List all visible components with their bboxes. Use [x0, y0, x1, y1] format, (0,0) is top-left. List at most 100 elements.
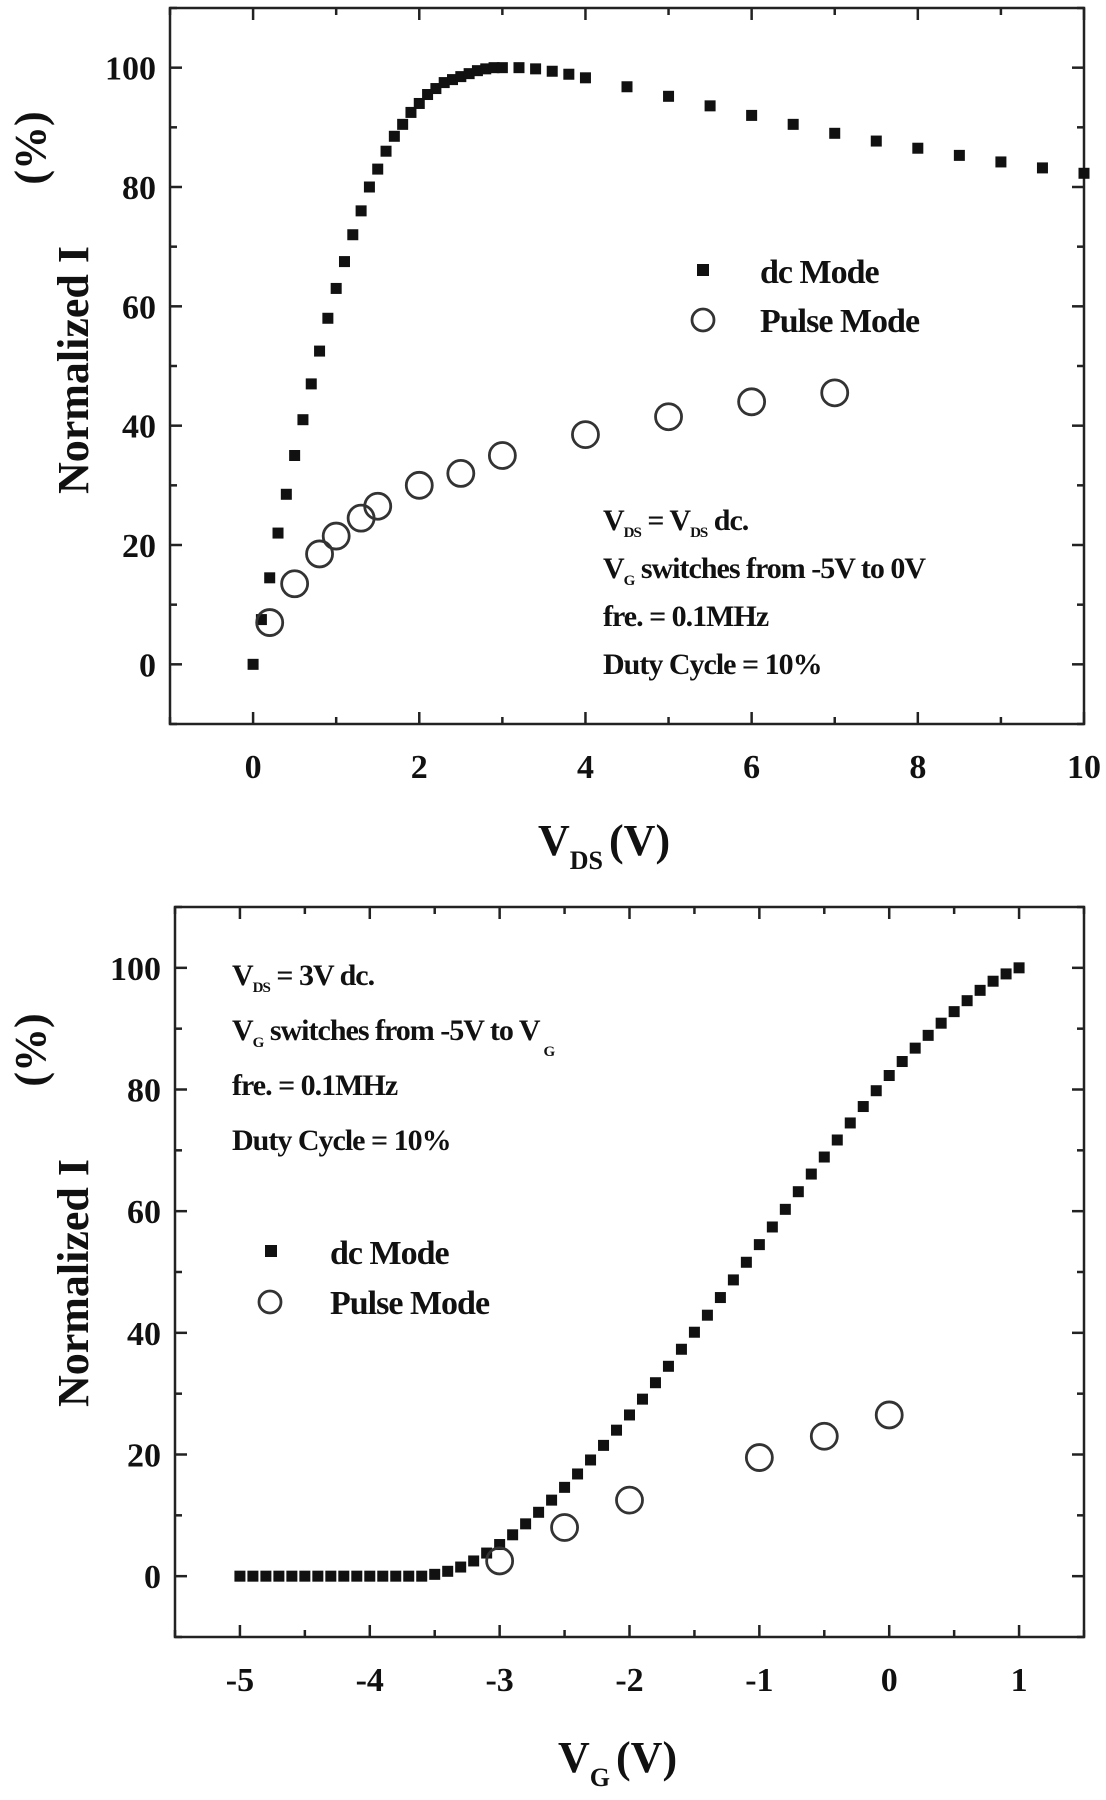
x-tick-label: 0 [245, 749, 262, 786]
dc-mode-point [289, 450, 301, 461]
dc-mode-point [563, 68, 575, 80]
dc-mode-point [330, 282, 342, 294]
dc-mode-point [351, 1570, 363, 1582]
pulse-mode-point [744, 1443, 774, 1472]
dc-mode-point [857, 1101, 869, 1113]
dc-mode-point [701, 1309, 713, 1321]
pulse-mode-series [255, 378, 850, 637]
x-tick-label: 4 [577, 749, 594, 786]
dc-mode-point [663, 90, 675, 102]
dc-mode-point [870, 1085, 882, 1097]
dc-mode-point [530, 63, 542, 75]
svg-text:Normalized I: Normalized I [49, 1159, 98, 1407]
pulse-mode-point [446, 458, 476, 488]
dc-mode-point [766, 1221, 778, 1233]
dc-mode-point [377, 1570, 389, 1582]
dc-mode-point [961, 995, 973, 1007]
annotation-line-4: Duty Cycle = 10% [232, 1124, 451, 1157]
dc-mode-point [559, 1481, 571, 1493]
dc-mode-point [480, 63, 492, 75]
x-tick-label: -2 [615, 1662, 643, 1699]
legend-dc-label: dc Mode [330, 1235, 450, 1272]
pulse-mode-point [305, 539, 334, 569]
legend-pulse-label: Pulse Mode [330, 1285, 490, 1322]
annotation: VDS = VDS dc. VG switches from -5V to 0V… [603, 504, 927, 681]
y-tick-label: 80 [122, 170, 156, 207]
x-tick-label: -4 [356, 1662, 384, 1699]
dc-mode-point [272, 527, 284, 539]
x-tick-label: 8 [909, 749, 926, 786]
dc-mode-point [688, 1326, 700, 1338]
dc-mode-point [896, 1056, 908, 1068]
dc-mode-point [831, 1134, 843, 1146]
annotation-line-4: Duty Cycle = 10% [603, 648, 822, 681]
dc-mode-point [1036, 162, 1048, 174]
dc-mode-point [818, 1151, 830, 1163]
annotation: VDS = 3V dc. VG switches from -5V to VG … [232, 959, 556, 1157]
annotation-line-3: fre. = 0.1MHz [232, 1069, 398, 1102]
y-tick-label: 80 [127, 1073, 161, 1110]
dc-mode-point [935, 1017, 947, 1029]
pulse-mode-point [615, 1485, 644, 1515]
y-tick-label: 20 [127, 1438, 161, 1475]
dc-mode-series [247, 62, 1090, 670]
dc-mode-point [325, 1570, 337, 1582]
dc-mode-point [463, 68, 475, 80]
dc-mode-point [405, 106, 417, 118]
legend-dc-marker [697, 264, 709, 276]
x-tick-label: 6 [743, 749, 760, 786]
dc-mode-point [264, 572, 276, 584]
dc-mode-point [455, 1561, 467, 1573]
y-tick-label: 40 [122, 409, 156, 446]
y-axis-unit: (%) [6, 1013, 55, 1086]
dc-mode-point [995, 156, 1007, 168]
dc-mode-point [727, 1274, 739, 1286]
pulse-mode-point [363, 491, 393, 521]
svg-text:(%): (%) [6, 1013, 55, 1086]
dc-mode-point [1013, 962, 1025, 974]
legend: dc Mode Pulse Mode [690, 254, 921, 340]
dc-mode-point [338, 256, 350, 268]
dc-mode-point [429, 1568, 441, 1580]
y-axis-label: Normalized I [49, 246, 98, 494]
dc-mode-point [471, 65, 483, 77]
dc-mode-point [546, 1494, 558, 1506]
y-axis-title: Normalized I [49, 246, 98, 494]
dc-mode-point [260, 1570, 272, 1582]
pulse-mode-point [571, 420, 600, 450]
dc-mode-point [779, 1203, 791, 1215]
dc-mode-point [624, 1409, 635, 1421]
y-tick-label: 100 [105, 51, 156, 88]
dc-mode-point [753, 1239, 765, 1251]
dc-mode-point [649, 1377, 661, 1389]
dc-mode-point [704, 100, 716, 112]
x-axis-title: VG (V) [558, 1733, 677, 1792]
dc-mode-point [363, 181, 375, 193]
dc-mode-point [805, 1168, 817, 1180]
pulse-mode-point [809, 1421, 839, 1451]
y-axis-label: Normalized I [49, 1159, 98, 1407]
dc-mode-point [390, 1570, 402, 1582]
dc-mode-point [714, 1292, 726, 1304]
dc-mode-point [546, 65, 558, 77]
pulse-mode-point [654, 402, 683, 432]
dc-mode-point [247, 658, 259, 670]
dc-mode-point [280, 488, 292, 500]
pulse-mode-point [874, 1400, 904, 1430]
y-tick-label: 0 [144, 1559, 161, 1596]
dc-mode-point [422, 89, 434, 101]
x-tick-label: -3 [485, 1662, 513, 1699]
dc-mode-point [234, 1570, 246, 1582]
dc-mode-point [494, 1539, 506, 1551]
dc-mode-point [447, 74, 459, 86]
dc-mode-point [520, 1518, 532, 1530]
dc-mode-point [438, 77, 450, 89]
svg-text:Normalized I: Normalized I [49, 246, 98, 494]
dc-mode-point [305, 378, 317, 390]
dc-mode-point [1000, 968, 1012, 980]
dc-mode-point [372, 163, 384, 175]
